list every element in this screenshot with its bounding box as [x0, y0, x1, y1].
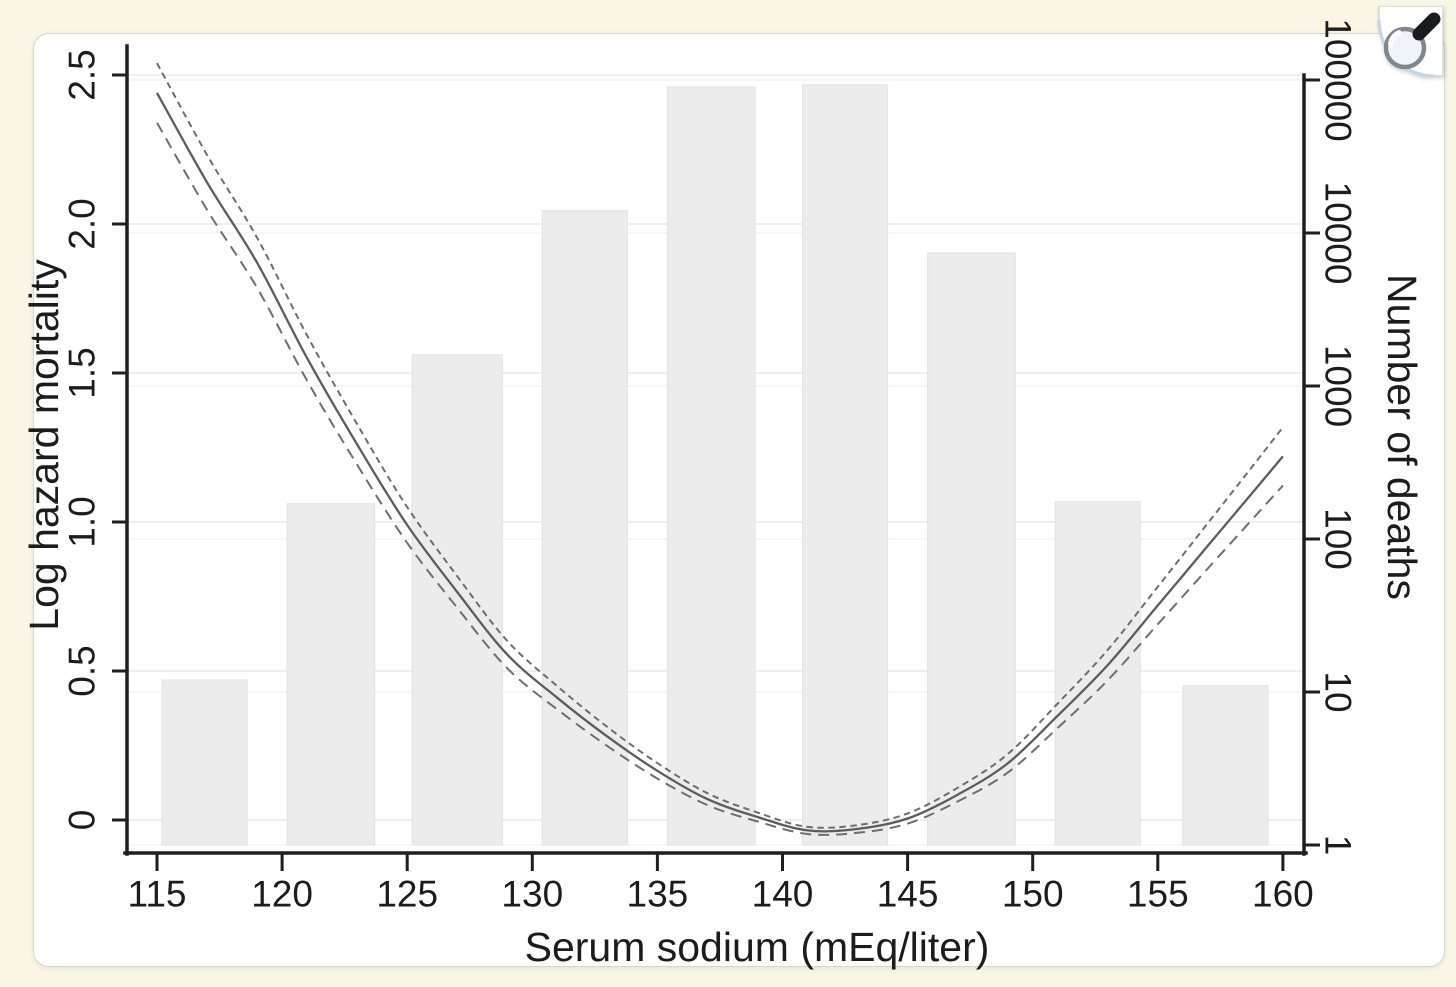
hazard-curve — [155, 92, 1284, 833]
magnifier-handle — [1412, 12, 1441, 41]
right-tick-label: 100 — [1318, 508, 1359, 570]
lower-ci-curve — [156, 122, 1284, 836]
left-tick-label: 0 — [62, 810, 103, 831]
right-tick-label: 1000 — [1318, 345, 1359, 427]
upper-ci-curve — [156, 62, 1284, 829]
left-tick-label: 2.5 — [62, 49, 103, 100]
magnifier-icon — [1377, 5, 1444, 78]
x-tick-label: 135 — [627, 874, 689, 915]
left-tick-label: 1.0 — [62, 496, 103, 547]
right-axis-title: Number of deaths — [1379, 274, 1425, 600]
left-tick-label: 0.5 — [62, 645, 103, 696]
histogram-bar — [411, 354, 503, 846]
histogram-bar — [1054, 501, 1141, 846]
x-tick-label: 125 — [376, 874, 438, 915]
right-tick-label: 10 — [1318, 671, 1359, 712]
histogram-bar — [666, 86, 756, 846]
histogram-bar — [927, 252, 1016, 846]
histogram-bar — [1182, 685, 1269, 846]
x-tick-label: 120 — [251, 874, 313, 915]
histogram-bar — [541, 210, 628, 846]
right-tick-label: 100000 — [1318, 18, 1359, 141]
left-axis-title: Log hazard mortality — [21, 259, 67, 631]
x-tick-label: 160 — [1252, 874, 1314, 915]
histogram-bar — [802, 84, 889, 846]
zoom-button[interactable] — [1377, 5, 1444, 78]
x-tick-label: 140 — [752, 874, 814, 915]
x-tick-label: 115 — [128, 874, 187, 915]
histogram-bar — [286, 503, 376, 846]
x-tick-label: 155 — [1127, 874, 1189, 915]
left-tick-label: 2.0 — [62, 198, 103, 249]
x-tick-label: 130 — [501, 874, 563, 915]
x-tick-label: 150 — [1002, 874, 1064, 915]
x-tick-label: 145 — [877, 874, 939, 915]
left-tick-label: 1.5 — [62, 347, 103, 398]
right-tick-label: 1 — [1318, 835, 1359, 856]
right-tick-label: 10000 — [1318, 182, 1359, 285]
x-axis-title: Serum sodium (mEq/liter) — [524, 924, 990, 970]
histogram-bar — [161, 679, 248, 846]
